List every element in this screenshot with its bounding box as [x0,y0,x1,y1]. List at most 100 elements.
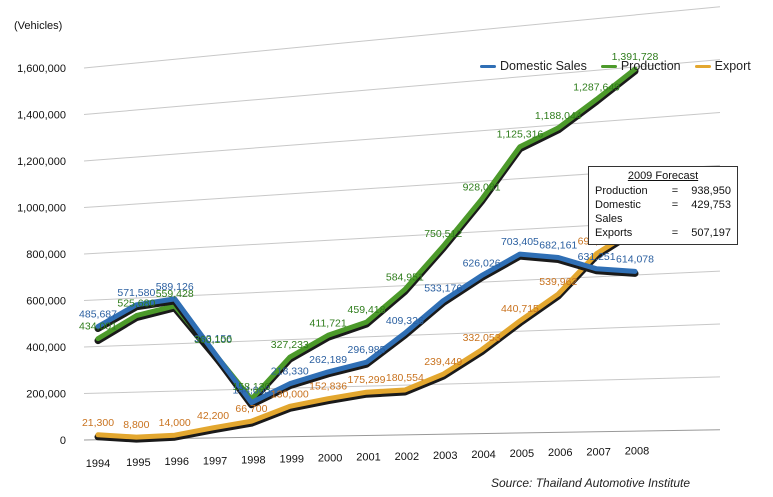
data-label: 158,130 [232,381,270,393]
source-note: Source: Thailand Automotive Institute [491,476,690,490]
forecast-equals: = [671,199,679,211]
data-label: 144,065 [232,385,270,397]
data-label: 411,721 [310,317,347,329]
gridline [83,270,721,301]
data-label: 409,326 [386,315,424,327]
forecast-row-production: Production = 938,950 [595,184,731,198]
x-tick-label: 2003 [433,450,457,462]
gridline [83,6,721,69]
y-tick-label: 0 [60,435,66,447]
series-line [95,226,638,440]
legend-item-production: Production [600,59,681,73]
y-tick-label: 400,000 [26,342,66,354]
y-tick-label: 600,000 [26,296,66,308]
data-label: 8,800 [123,419,149,431]
gridline [83,429,721,441]
data-label: 559,428 [156,288,194,300]
forecast-row-domestic-sales: Domestic Sales = 429,753 [595,198,731,226]
data-label: 703,405 [501,236,539,248]
data-label: 130,000 [271,388,309,400]
legend-swatch-production [600,64,617,68]
forecast-title: 2009 Forecast [627,170,699,182]
x-tick-label: 1995 [126,457,150,469]
x-tick-label: 1997 [203,455,227,467]
y-tick-label: 1,200,000 [17,156,66,168]
x-tick-label: 2001 [356,452,380,464]
legend-swatch-export [694,64,711,68]
series-domestic-sales [94,251,639,409]
data-label: 239,449 [424,356,462,368]
x-tick-label: 1994 [86,458,110,470]
data-label: 14,000 [159,417,191,429]
data-label: 571,580 [117,287,155,299]
x-tick-label: 2002 [395,451,419,463]
data-label: 434,001 [79,321,117,333]
gridline [83,59,721,115]
legend-label-production: Production [620,59,681,73]
forecast-row-exports: Exports = 507,197 [595,226,731,240]
legend-item-export: Export [694,59,751,73]
y-tick-label: 800,000 [26,249,66,261]
series-export [94,226,639,443]
data-label: 332,053 [463,332,501,344]
legend-swatch-domestic-sales [480,64,496,68]
y-tick-label: 1,000,000 [17,203,66,215]
y-tick-label: 200,000 [26,389,66,401]
legend: Domestic Sales Production Export [480,59,751,73]
x-tick-label: 2000 [318,453,342,465]
y-tick-label: 1,400,000 [17,110,66,122]
legend-label-export: Export [714,59,751,73]
data-label: 363,156 [194,333,232,345]
x-tick-label: 1999 [280,454,304,466]
forecast-label: Domestic Sales [595,199,641,225]
forecast-label: Production [595,185,648,197]
data-label: 1,188,044 [535,110,582,122]
data-label: 485,687 [79,309,117,321]
gridlines [83,6,721,441]
x-tick-label: 1998 [241,454,265,466]
data-label: 626,026 [463,258,501,270]
data-label: 584,951 [386,271,424,283]
data-label: 262,189 [309,354,347,366]
data-label: 928,081 [463,181,501,193]
legend-item-domestic-sales: Domestic Sales [480,59,587,73]
series-line [95,251,638,406]
data-label: 750,512 [424,228,462,240]
data-label: 175,299 [348,374,386,386]
forecast-box: 2009 Forecast Production = 938,950 Domes… [588,166,738,245]
forecast-equals: = [671,227,679,239]
x-tick-label: 2005 [510,448,534,460]
data-label: 682,161 [539,240,577,252]
x-tick-label: 2004 [471,449,495,461]
gridline [83,111,721,162]
data-label: 533,176 [424,283,462,295]
data-label: 1,125,316 [497,129,544,141]
data-label: 589,126 [156,281,194,293]
forecast-label: Exports [595,227,633,239]
forecast-value: 938,950 [691,185,731,197]
forecast-value: 429,753 [691,199,731,211]
x-tick-label: 1996 [164,456,188,468]
forecast-equals: = [671,185,679,197]
legend-label-domestic-sales: Domestic Sales [500,59,587,73]
data-label: 152,836 [309,381,347,393]
data-label: 539,962 [539,276,577,288]
x-tick-label: 2008 [625,445,649,457]
data-label: 525,680 [117,298,155,310]
data-label: 1,287,649 [573,81,620,93]
y-axis-unit-label: (Vehicles) [14,20,63,32]
y-tick-label: 1,600,000 [17,63,66,75]
data-label: 180,554 [386,372,424,384]
data-label: 21,300 [82,417,114,429]
data-label: 459,418 [348,304,386,316]
forecast-value: 507,197 [691,227,731,239]
data-label: 360,100 [194,334,232,346]
x-tick-label: 2006 [548,447,572,459]
data-label: 296,985 [348,344,386,356]
gridline [83,376,721,394]
data-label: 218,330 [271,366,309,378]
data-label: 327,233 [271,339,309,351]
data-label: 440,715 [501,303,539,315]
data-label: 66,700 [235,403,267,415]
data-label: 42,200 [197,410,229,422]
